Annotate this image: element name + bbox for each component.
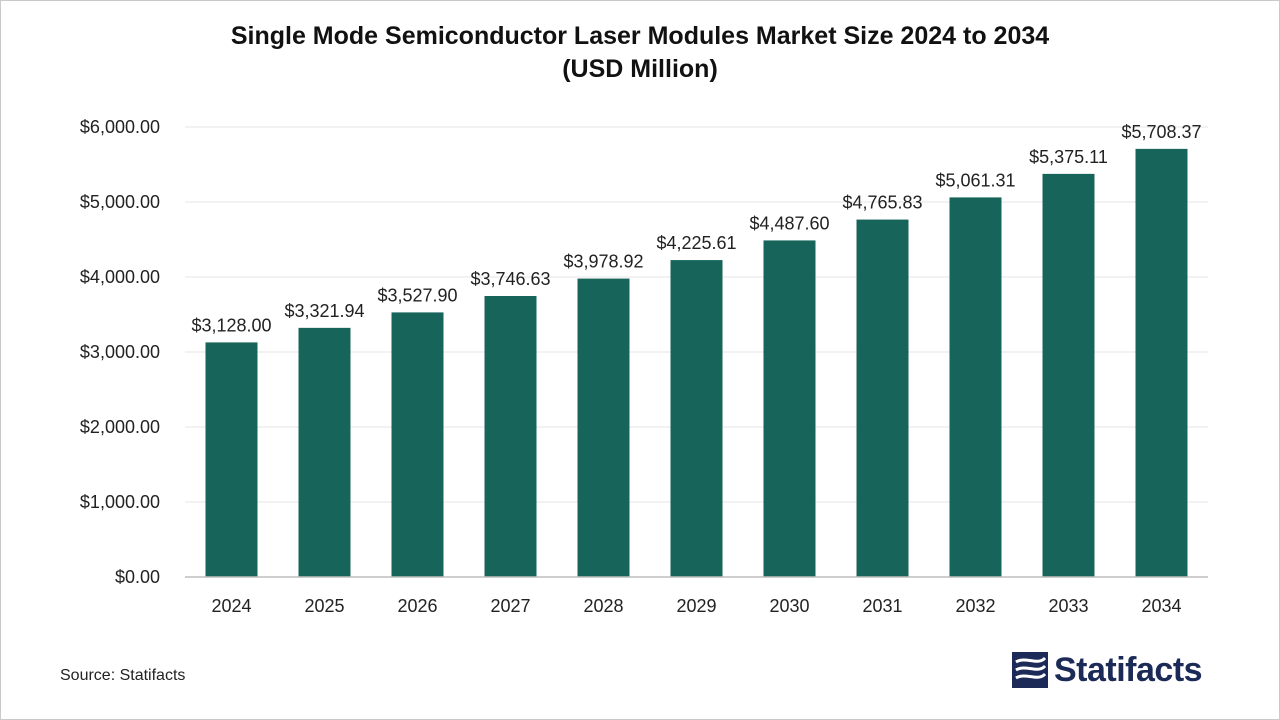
data-label: $3,746.63 <box>470 269 550 289</box>
x-tick-label: 2024 <box>211 596 251 616</box>
x-tick-label: 2025 <box>304 596 344 616</box>
y-tick-label: $0.00 <box>115 567 160 587</box>
x-tick-label: 2029 <box>676 596 716 616</box>
bar <box>1135 148 1188 577</box>
x-tick-label: 2034 <box>1141 596 1181 616</box>
bar <box>763 240 816 577</box>
bar <box>1042 173 1095 577</box>
bar <box>577 278 630 577</box>
data-label: $3,527.90 <box>377 285 457 305</box>
bar <box>949 197 1002 578</box>
data-label: $5,708.37 <box>1121 122 1201 142</box>
y-tick-label: $3,000.00 <box>80 342 160 362</box>
y-tick-label: $4,000.00 <box>80 267 160 287</box>
data-label: $5,061.31 <box>935 170 1015 190</box>
bar <box>670 260 723 577</box>
y-tick-label: $6,000.00 <box>80 117 160 137</box>
statifacts-logo-icon <box>1012 652 1048 688</box>
chart-subtitle-text: (USD Million) <box>562 55 718 83</box>
data-label: $4,765.83 <box>842 193 922 213</box>
source-note: Source: Statifacts <box>60 667 186 684</box>
data-label: $4,225.61 <box>656 233 736 253</box>
data-label: $4,487.60 <box>749 213 829 233</box>
bar <box>298 327 351 577</box>
x-tick-label: 2026 <box>397 596 437 616</box>
y-tick-label: $1,000.00 <box>80 492 160 512</box>
x-tick-label: 2032 <box>955 596 995 616</box>
x-tick-label: 2028 <box>583 596 623 616</box>
x-tick-label: 2027 <box>490 596 530 616</box>
x-tick-label: 2033 <box>1048 596 1088 616</box>
chart-title: Single Mode Semiconductor Laser Modules … <box>0 20 1280 86</box>
bar <box>205 342 258 577</box>
x-tick-label: 2030 <box>769 596 809 616</box>
brand-logo: Statifacts <box>1012 650 1203 690</box>
data-label: $3,128.00 <box>191 315 271 335</box>
y-tick-label: $2,000.00 <box>80 417 160 437</box>
x-tick-label: 2031 <box>862 596 902 616</box>
data-label: $3,321.94 <box>284 301 364 321</box>
bar <box>856 219 909 577</box>
bar <box>391 312 444 577</box>
bar <box>484 296 537 577</box>
data-label: $3,978.92 <box>563 252 643 272</box>
brand-name: Statifacts <box>1054 650 1203 689</box>
chart-title-text: Single Mode Semiconductor Laser Modules … <box>230 22 1050 50</box>
data-label: $5,375.11 <box>1029 147 1108 167</box>
y-tick-label: $5,000.00 <box>80 192 160 212</box>
